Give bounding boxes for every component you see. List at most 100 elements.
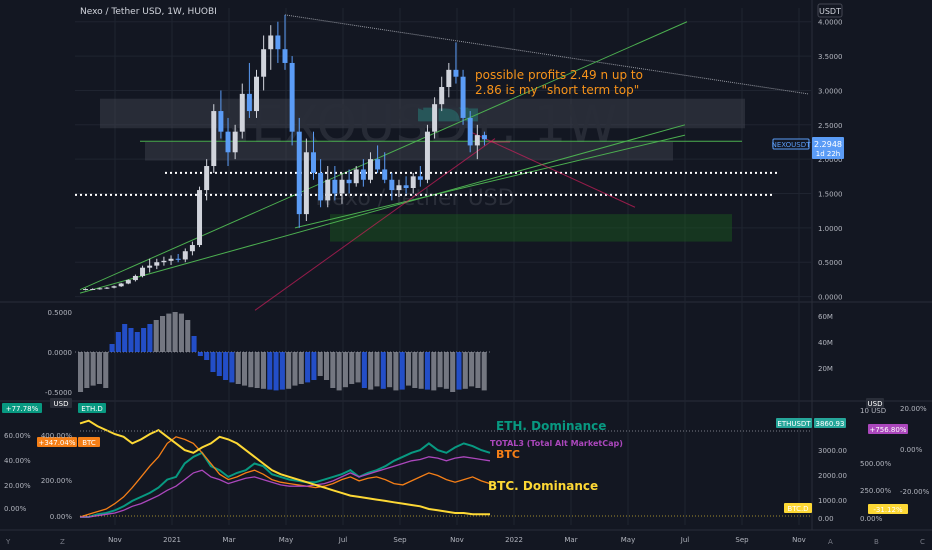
candle-body	[83, 289, 89, 291]
osc-bar	[387, 352, 393, 388]
cmp-tick-right: 2000.00	[818, 472, 847, 480]
candle-body	[140, 267, 146, 276]
candles	[83, 14, 487, 291]
candle-body	[97, 288, 103, 290]
cmp-tick-left2: 200.00%	[41, 477, 72, 485]
osc-bar	[279, 352, 285, 390]
value-badge	[868, 424, 908, 434]
candle-body	[439, 87, 445, 105]
osc-bar	[223, 352, 229, 380]
candle-body	[154, 262, 160, 266]
candle-body	[325, 179, 331, 201]
series-line	[79, 436, 491, 518]
last-price-badge: NEXOUSDT 2.2948 1d 22h	[772, 137, 844, 159]
osc-bar	[260, 352, 266, 389]
candle-body	[239, 93, 245, 132]
watermark: NEXOUSDT, 1W Nexo / Tether USD	[212, 95, 617, 211]
candle-body	[424, 131, 430, 180]
osc-bar	[90, 352, 96, 386]
candle-body	[225, 131, 231, 153]
candle-body	[467, 117, 473, 146]
osc-bar	[469, 352, 475, 387]
value-badge-text: +77.78%	[6, 405, 39, 413]
osc-bar	[349, 352, 355, 384]
value-badge	[866, 398, 884, 408]
descending-trendline	[284, 14, 809, 95]
countdown: 1d 22h	[816, 150, 840, 158]
cmp-tick-right: 1000.00	[818, 497, 847, 505]
osc-bar	[475, 352, 481, 388]
osc-bar	[204, 352, 210, 360]
osc-bar	[254, 352, 260, 388]
annotation-note: possible profits 2.49 n up to 2.86 is my…	[475, 68, 643, 97]
candle-body	[182, 251, 188, 260]
currency-badge-main[interactable]: USDT	[817, 3, 843, 18]
cmp-tick-right2: 0.00%	[860, 515, 883, 523]
candle-body	[403, 185, 409, 189]
pink-line	[469, 131, 636, 208]
osc-bar	[147, 324, 153, 352]
candle-body	[197, 190, 203, 246]
value-badge-text: +347.04%	[38, 439, 75, 447]
annotation-line1: possible profits 2.49 n up to	[475, 68, 643, 82]
candle-body	[296, 131, 302, 215]
osc-bar	[437, 352, 443, 388]
osc-bar	[361, 352, 367, 388]
candle-body	[132, 275, 138, 281]
candle-body	[189, 245, 195, 252]
candle-body	[104, 287, 110, 289]
price-tick: 0.0000	[818, 294, 843, 302]
osc-bar	[273, 352, 279, 391]
price-tick: 1.0000	[818, 225, 843, 233]
cmp-tick-right3: -20.00%	[900, 488, 930, 496]
candle-body	[410, 176, 416, 189]
pane-frames	[0, 0, 932, 531]
toolbar-b: B	[874, 538, 879, 546]
candle-body	[432, 104, 438, 132]
value-badge-text: BTC	[82, 439, 96, 447]
watermark-text: NEXOUSDT, 1W	[212, 95, 617, 155]
annotation-line2: 2.86 is my "short term top"	[475, 83, 639, 97]
candle-body	[118, 283, 124, 287]
candle-body	[211, 111, 217, 167]
osc-bar	[172, 312, 178, 352]
cmp-tick-left: 20.00%	[4, 482, 31, 490]
candle-body	[417, 176, 423, 180]
candle-body	[460, 76, 466, 118]
cmp-tick-left2: 400.00%	[41, 432, 72, 440]
osc-bar	[153, 320, 159, 352]
time-axis: Nov 2021 Mar May Jul Sep Nov 2022 Mar May Jul Sep No…	[108, 536, 806, 544]
osc-bar	[292, 352, 298, 386]
osc-bar	[210, 352, 216, 372]
osc-bar	[311, 352, 317, 380]
candle-body	[125, 280, 131, 284]
time-tick: Sep	[393, 536, 407, 544]
candle-body	[218, 111, 224, 132]
value-badge-text: ETH.D	[81, 405, 102, 413]
osc-bar	[103, 352, 109, 388]
time-tick: Nov	[792, 536, 806, 544]
candle-body	[268, 35, 274, 50]
osc-bar	[443, 352, 449, 389]
osc-bar	[242, 352, 248, 386]
osc-bar	[286, 352, 292, 389]
value-badge-text: 3860.93	[816, 420, 845, 428]
time-tick: Mar	[564, 536, 577, 544]
price-tick: 1.5000	[818, 191, 843, 199]
osc-tick-left: 0.5000	[48, 309, 73, 317]
candle-body	[332, 179, 338, 194]
osc-bar	[267, 352, 273, 390]
osc-bar	[418, 352, 424, 389]
candle-body	[389, 179, 395, 191]
volume-tick: 40M	[818, 339, 833, 347]
toolbar-a: A	[828, 538, 833, 546]
osc-bar	[342, 352, 348, 388]
osc-bar	[380, 352, 386, 389]
osc-bar	[374, 352, 380, 387]
candle-body	[367, 159, 373, 180]
candle-body	[353, 169, 359, 184]
osc-bar	[456, 352, 462, 390]
